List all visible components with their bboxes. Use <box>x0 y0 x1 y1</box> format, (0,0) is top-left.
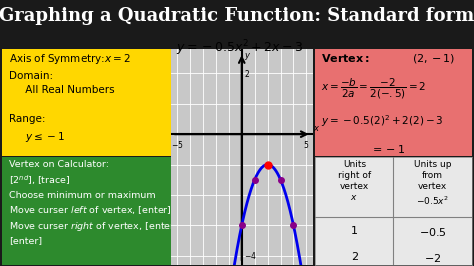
Text: Units
right of
vertex
$x$: Units right of vertex $x$ <box>338 160 371 202</box>
Text: $-2$: $-2$ <box>424 252 441 264</box>
Text: $\mathbf{Vertex:}$: $\mathbf{Vertex:}$ <box>321 52 371 64</box>
Text: $x$: $x$ <box>313 124 320 133</box>
Text: $y = -0.5(2)^2 + 2(2) - 3$: $y = -0.5(2)^2 + 2(2) - 3$ <box>321 113 444 129</box>
Text: Axis of Symmetry:$x = 2$
Domain:
     All Real Numbers

Range:
     $y \leq -1$: Axis of Symmetry:$x = 2$ Domain: All Rea… <box>9 52 131 143</box>
Text: 1: 1 <box>351 226 358 236</box>
Text: $-5$: $-5$ <box>171 139 183 150</box>
Text: Graphing a Quadratic Function: Standard form: Graphing a Quadratic Function: Standard … <box>0 7 474 25</box>
Text: $(2,-1)$: $(2,-1)$ <box>412 52 456 65</box>
Text: $y$: $y$ <box>244 51 251 62</box>
Text: $y = -0.5x^2 + 2x - 3$: $y = -0.5x^2 + 2x - 3$ <box>176 39 303 58</box>
Text: 2: 2 <box>351 252 358 262</box>
Text: Units up
from
vertex
$-0.5x^2$: Units up from vertex $-0.5x^2$ <box>414 160 451 207</box>
Text: $= -1$: $= -1$ <box>370 143 405 155</box>
Text: $2$: $2$ <box>244 68 250 79</box>
Text: $5$: $5$ <box>303 139 310 150</box>
Text: $-0.5$: $-0.5$ <box>419 226 447 238</box>
Text: Vertex on Calculator:
[2$^{nd}$], [trace]
Choose minimum or maximum
Move curser : Vertex on Calculator: [2$^{nd}$], [trace… <box>9 160 179 245</box>
Text: $-4$: $-4$ <box>244 250 256 261</box>
Text: $x = \dfrac{-b}{2a} = \dfrac{-2}{2(-.5)} = 2$: $x = \dfrac{-b}{2a} = \dfrac{-2}{2(-.5)}… <box>321 77 427 101</box>
